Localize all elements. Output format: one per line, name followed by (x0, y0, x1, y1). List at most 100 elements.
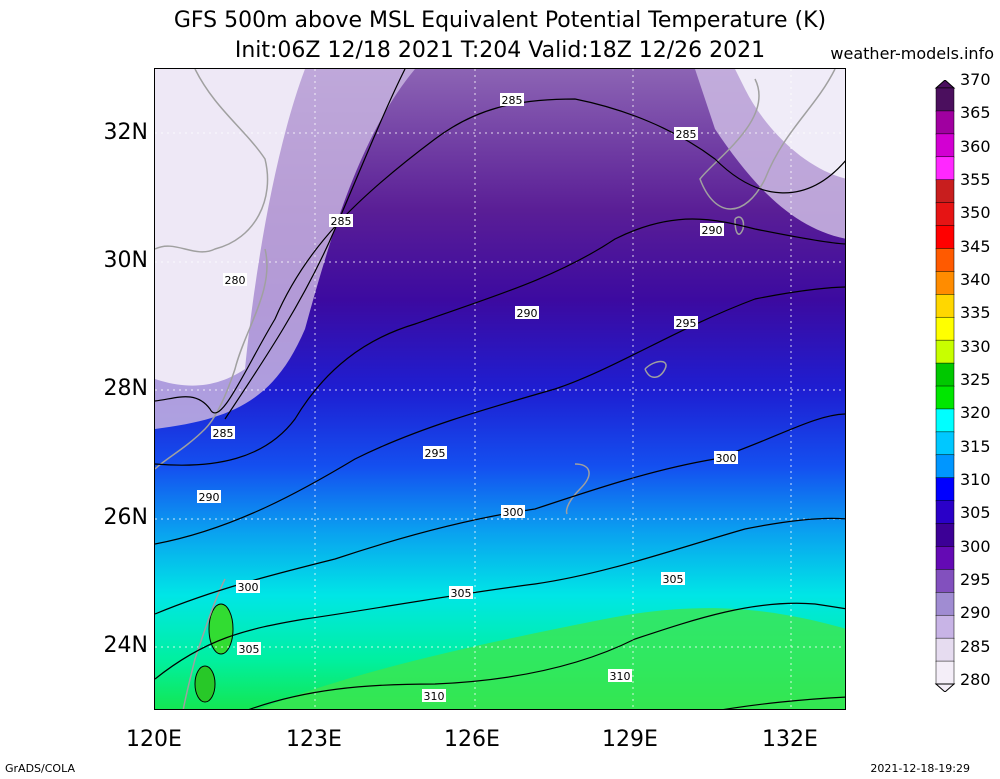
contour-label: 310 (608, 669, 632, 683)
contour-label: 285 (211, 426, 235, 440)
svg-text:280: 280 (225, 274, 246, 287)
title-line-1: GFS 500m above MSL Equivalent Potential … (173, 8, 827, 33)
contour-285 (155, 98, 845, 414)
contour-label: 305 (661, 572, 685, 586)
colorbar-cell (935, 179, 955, 204)
contour-280 (224, 69, 406, 420)
contour-label: 300 (236, 580, 260, 594)
colorbar-label: 340 (960, 270, 991, 289)
contour-label: 310 (422, 689, 446, 703)
footer-left: GrADS/COLA (5, 762, 75, 775)
svg-text:290: 290 (199, 491, 220, 504)
colorbar-cell (935, 110, 955, 135)
colorbar-cell (935, 156, 955, 181)
graticule (155, 69, 845, 709)
svg-text:290: 290 (517, 307, 538, 320)
colorbar-label: 310 (960, 470, 991, 489)
svg-text:285: 285 (213, 427, 234, 440)
colorbar-cell (935, 385, 955, 410)
contour-label: 280 (223, 273, 247, 287)
colorbar-label: 330 (960, 336, 991, 356)
colorbar-label: 350 (960, 203, 991, 223)
contour-label: 290 (197, 490, 221, 504)
svg-text:285: 285 (676, 128, 697, 141)
colorbar-label: 355 (960, 170, 991, 189)
contour-label: 285 (674, 127, 698, 141)
lon-tick-126e: 126E (444, 727, 500, 752)
colorbar-cell (935, 477, 955, 502)
colorbar-cell (935, 87, 955, 112)
lon-tick-132e: 132E (762, 727, 818, 752)
colorbar-cell (935, 362, 955, 387)
colorbar-cell (935, 225, 955, 250)
colorbar-cell (935, 614, 955, 639)
svg-text:300: 300 (503, 506, 524, 519)
svg-text:290: 290 (702, 224, 723, 237)
contour-315 (723, 696, 845, 709)
colorbar-top-arrow (934, 80, 956, 89)
contour-lines (155, 69, 845, 709)
colorbar-label: 315 (960, 436, 991, 456)
coldest-air-region (155, 69, 305, 386)
colorbar-cell (935, 271, 955, 296)
colorbar-cell (935, 569, 955, 594)
lat-tick-24n: 24N (103, 633, 148, 658)
contour-label: 295 (423, 446, 447, 460)
lat-tick-28n: 28N (103, 376, 148, 401)
contour-label: 300 (501, 505, 525, 519)
colorbar-cell (935, 294, 955, 318)
contour-label: 285 (329, 214, 353, 228)
colorbar-label: 335 (960, 303, 991, 323)
contour-label: 290 (700, 223, 724, 237)
colorbar-cell (935, 339, 955, 364)
lat-tick-26n: 26N (103, 505, 148, 530)
svg-text:285: 285 (331, 215, 352, 228)
svg-text:310: 310 (424, 690, 445, 703)
lon-tick-129e: 129E (602, 727, 658, 752)
lon-tick-120e: 120E (126, 727, 182, 752)
colorbar-label: 285 (960, 636, 991, 656)
colorbar-cell (935, 660, 955, 685)
svg-text:300: 300 (238, 581, 259, 594)
colorbar-label: 360 (960, 136, 991, 156)
colorbar-label: 305 (960, 503, 991, 523)
contour-305 (155, 517, 845, 680)
contour-label: 305 (237, 642, 261, 656)
colorbar-label: 295 (960, 570, 991, 589)
contour-295 (155, 286, 845, 545)
lat-tick-30n: 30N (103, 248, 148, 273)
footer-timestamp: 2021-12-18-19:29 (870, 762, 970, 775)
contour-label: 305 (449, 586, 473, 600)
colorbar-label: 345 (960, 236, 991, 256)
colorbar-cell (935, 316, 955, 341)
warm-pocket-south (194, 665, 216, 703)
contour-label-group: 285 285 285 285 280 290 290 290 295 295 … (197, 93, 738, 703)
warm-pocket-north (208, 603, 234, 655)
colorbar-cell (935, 248, 955, 273)
colorbar-cell (935, 546, 955, 571)
colorbar-cell (935, 133, 955, 158)
coastlines (155, 69, 836, 709)
colorbar-cell (935, 500, 955, 525)
map-frame: 285 285 285 285 280 290 290 290 295 295 … (154, 68, 846, 710)
lon-tick-123e: 123E (286, 727, 342, 752)
contour-290 (155, 218, 845, 466)
colorbar (934, 80, 956, 692)
lat-tick-32n: 32N (103, 120, 148, 145)
svg-text:285: 285 (502, 94, 523, 107)
svg-text:295: 295 (425, 447, 446, 460)
colorbar-cell (935, 523, 955, 548)
colorbar-label: 370 (960, 70, 991, 89)
svg-text:305: 305 (239, 643, 260, 656)
contour-label: 285 (500, 93, 524, 107)
site-label: weather-models.info (830, 44, 994, 63)
colorbar-label: 300 (960, 536, 991, 556)
colorbar-label: 290 (960, 603, 991, 623)
colorbar-cell (935, 637, 955, 662)
contour-310 (248, 602, 845, 709)
svg-text:300: 300 (716, 452, 737, 465)
svg-text:295: 295 (676, 317, 697, 330)
colorbar-cell (935, 592, 955, 616)
contour-label: 290 (515, 306, 539, 320)
colorbar-label: 280 (960, 670, 991, 689)
